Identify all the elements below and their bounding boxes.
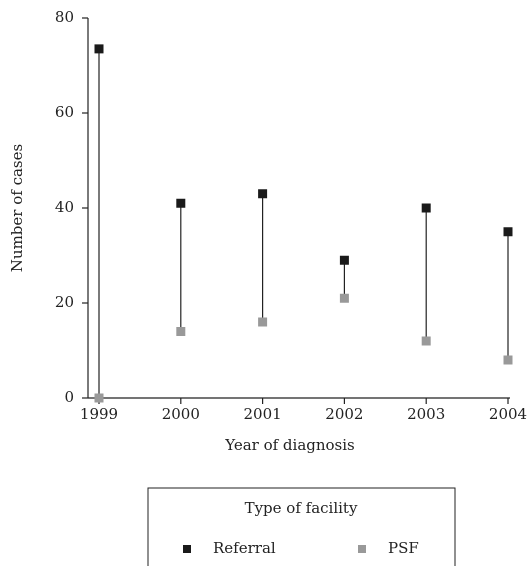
y-tick-label: 20 [55, 293, 74, 311]
x-tick-label: 2000 [162, 405, 200, 423]
point [176, 327, 186, 336]
x-tick-label: 2004 [489, 405, 527, 423]
point [258, 189, 268, 199]
x-axis-label: Year of diagnosis [224, 436, 355, 454]
y-tick-label: 80 [55, 8, 74, 26]
point [503, 355, 513, 365]
legend-label: Referral [213, 539, 276, 557]
y-axis-label: Number of cases [8, 144, 26, 272]
legend-title: Type of facility [245, 499, 358, 517]
point [421, 336, 431, 346]
point [176, 198, 186, 208]
point [339, 255, 349, 265]
point [339, 293, 349, 303]
legend-marker [358, 545, 366, 553]
legend-box [147, 487, 456, 566]
x-tick-label: 1999 [80, 405, 118, 423]
y-tick-label: 0 [64, 388, 74, 406]
point [94, 393, 104, 403]
y-tick-label: 60 [55, 103, 74, 121]
x-tick-label: 2003 [407, 405, 445, 423]
point [258, 317, 268, 327]
point [94, 44, 104, 54]
legend-label: PSF [388, 539, 419, 557]
legend-marker [183, 545, 191, 553]
point [503, 227, 513, 237]
point [421, 203, 431, 213]
x-tick-label: 2001 [244, 405, 282, 423]
x-tick-label: 2002 [325, 405, 363, 423]
y-tick-label: 40 [55, 198, 74, 216]
